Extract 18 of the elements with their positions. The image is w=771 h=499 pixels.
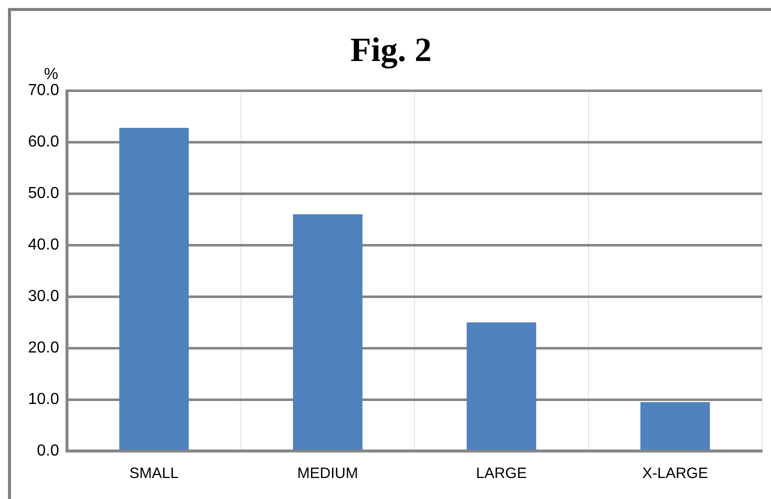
y-tick-label: 50.0 [28, 185, 60, 202]
x-tick-label: MEDIUM [297, 465, 358, 482]
bar [466, 322, 536, 450]
y-axis-title: % [44, 66, 58, 84]
x-tick-label: LARGE [476, 465, 527, 482]
bar [119, 128, 189, 450]
chart-title: Fig. 2 [350, 32, 432, 70]
bar [292, 214, 362, 450]
y-tick-label: 70.0 [28, 82, 60, 100]
y-tick-label: 60.0 [28, 134, 60, 151]
y-tick-label: 40.0 [28, 236, 60, 254]
y-tick-label: 10.0 [28, 390, 60, 408]
bar [640, 402, 710, 450]
y-tick-label: 20.0 [28, 339, 60, 356]
x-tick-label: SMALL [129, 465, 179, 482]
y-tick-label: 30.0 [28, 288, 60, 306]
y-tick-label: 0.0 [36, 442, 60, 460]
x-tick-label: X-LARGE [642, 465, 708, 482]
